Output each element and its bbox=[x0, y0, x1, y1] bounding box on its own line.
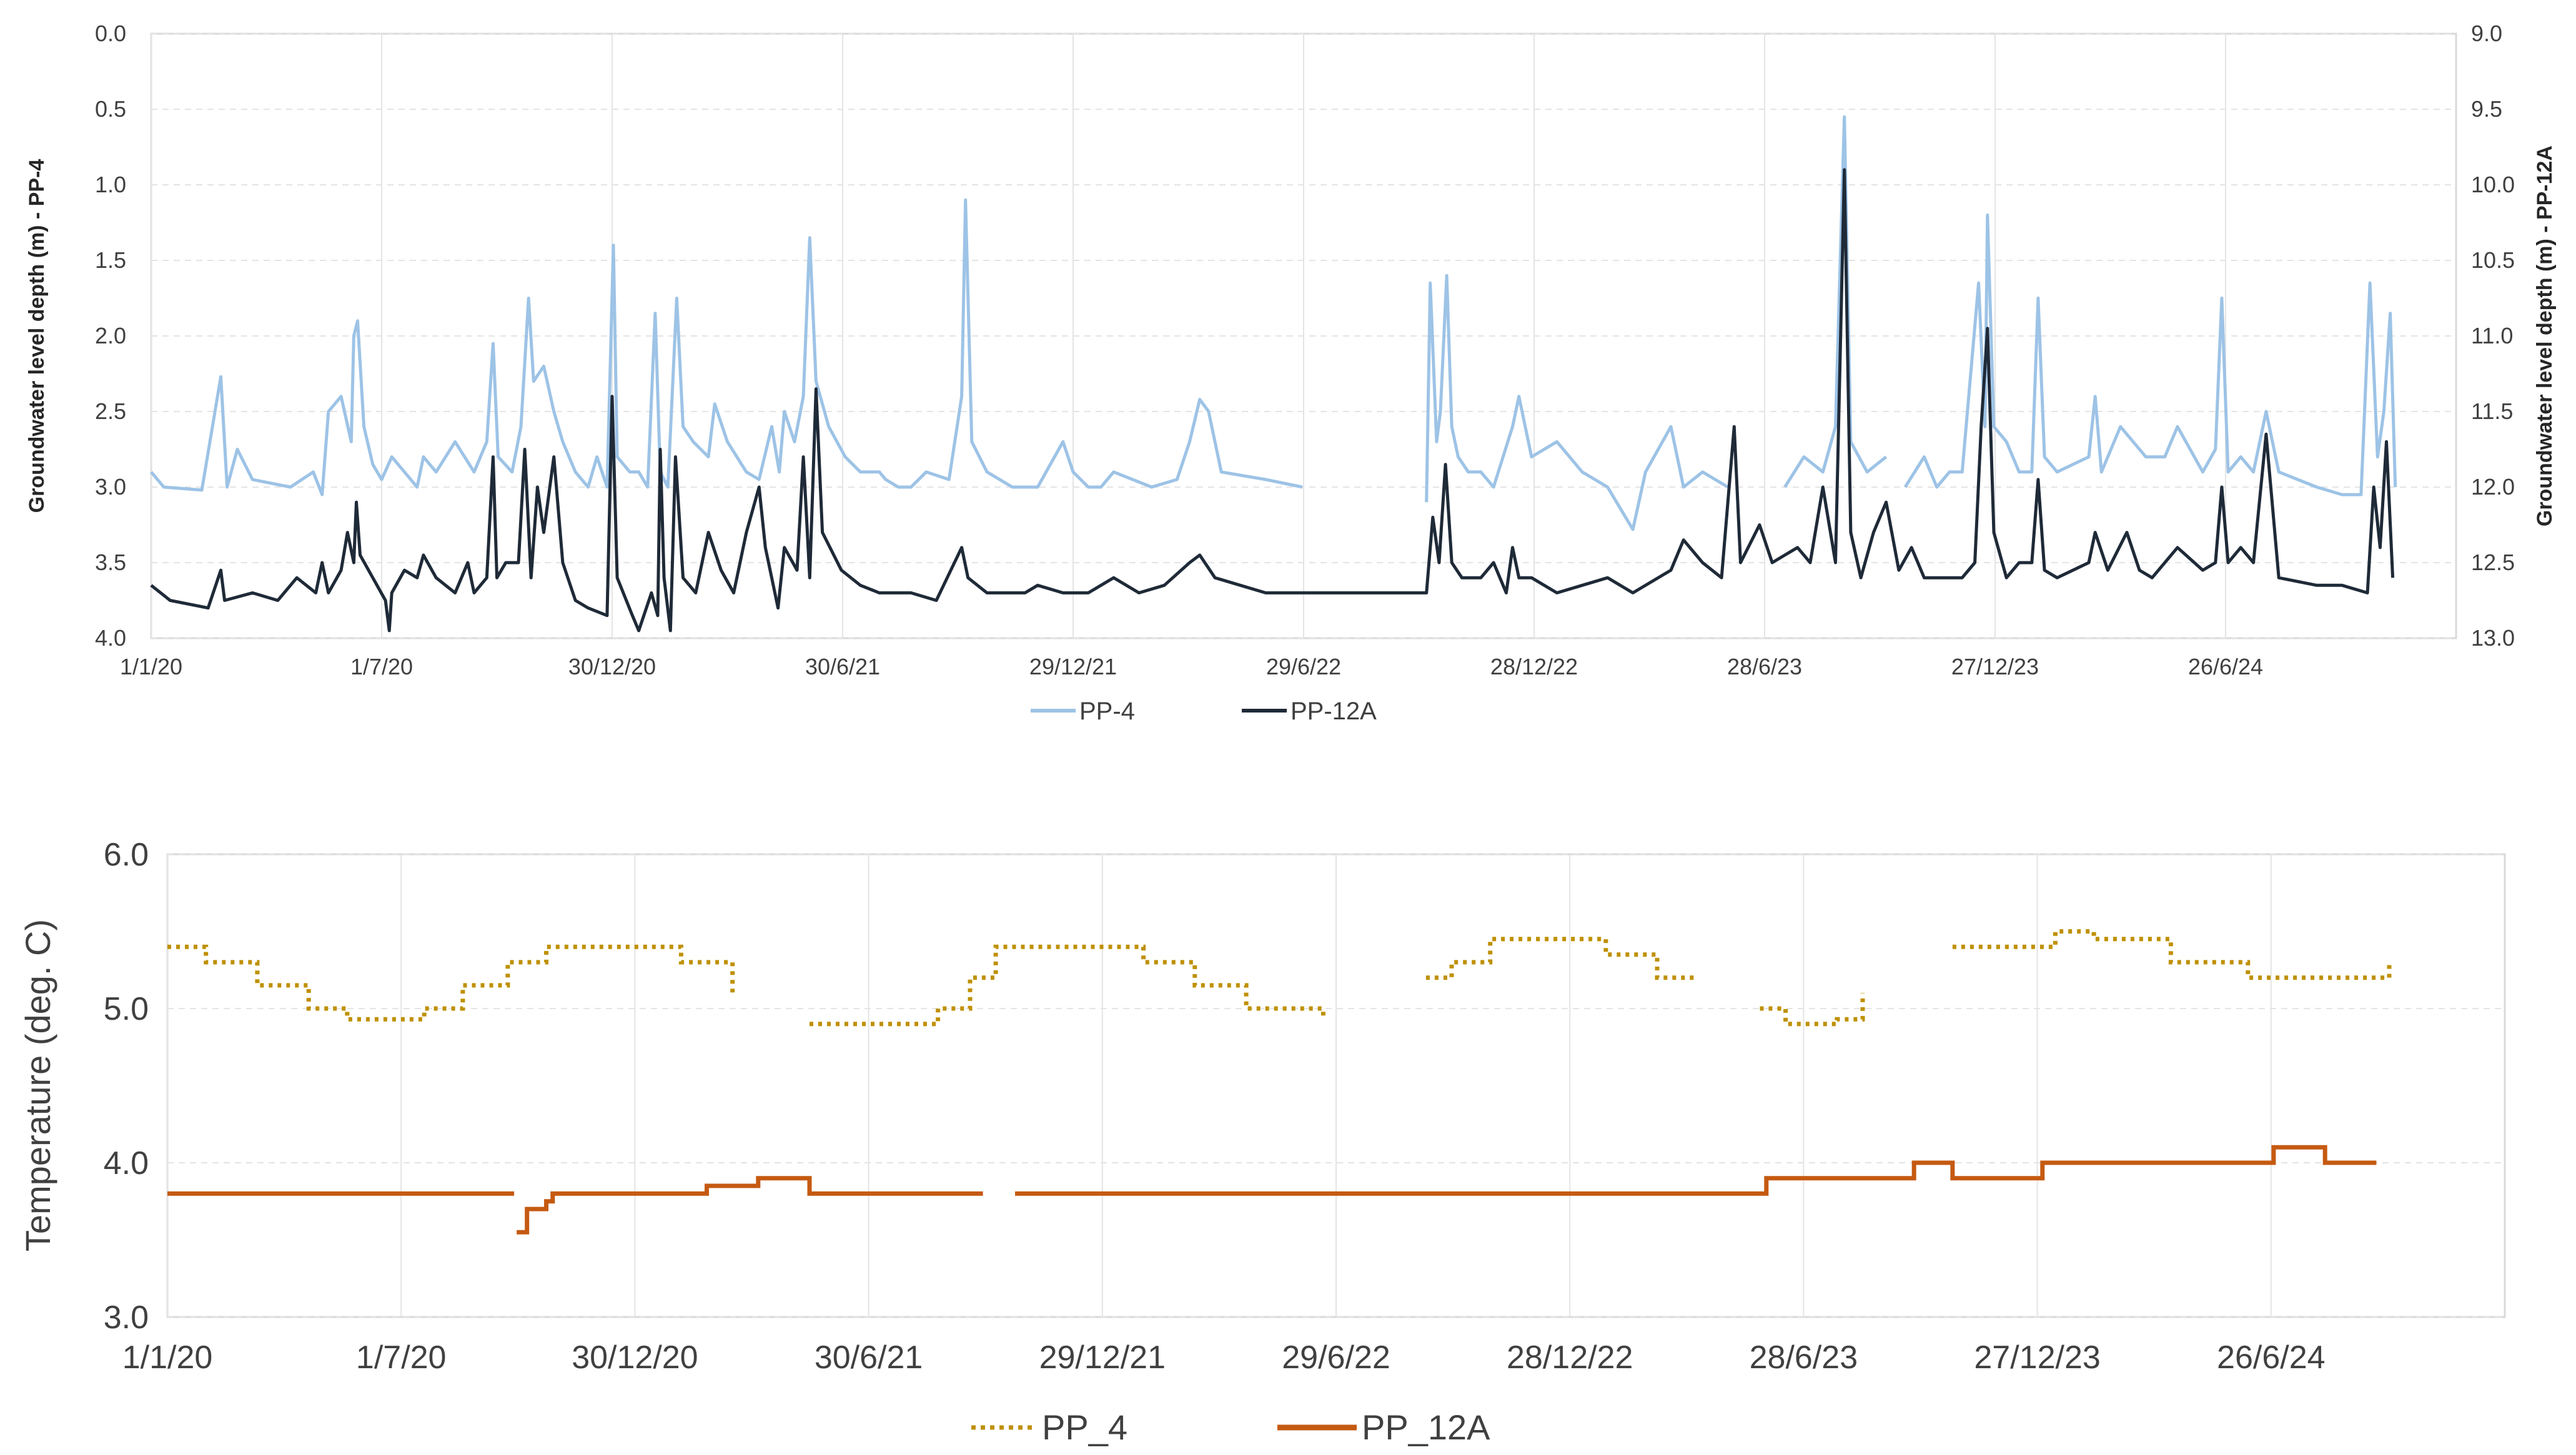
gridlines-top bbox=[151, 33, 2456, 639]
legend-label-pp_4: PP_4 bbox=[1042, 1408, 1127, 1447]
x-tick-label: 29/6/22 bbox=[1266, 654, 1341, 679]
x-tick-label: 1/7/20 bbox=[356, 1339, 447, 1376]
y-tick-label: 5.0 bbox=[104, 991, 149, 1027]
x-tick-label: 28/6/23 bbox=[1750, 1339, 1858, 1376]
x-tick-label: 1/1/20 bbox=[120, 654, 182, 679]
y-tick-label-right: 9.0 bbox=[2471, 21, 2502, 46]
y-ticks-left: 0.0 0.5 1.0 1.5 2.0 2.5 3.0 3.5 4.0 bbox=[95, 21, 126, 651]
legend-label-pp-12a: PP-12A bbox=[1290, 698, 1377, 725]
y-tick-label-left: 0.5 bbox=[95, 96, 126, 122]
y-tick-label-left: 1.5 bbox=[95, 247, 126, 273]
y-tick-label-right: 10.5 bbox=[2471, 247, 2515, 273]
y-tick-label-left: 1.0 bbox=[95, 172, 126, 197]
x-tick-label: 27/12/23 bbox=[1974, 1339, 2100, 1376]
y-tick-label-left: 3.5 bbox=[95, 550, 126, 575]
series-bottom bbox=[167, 929, 2392, 1235]
series-line-pp-4 bbox=[150, 115, 2397, 531]
x-tick-label: 30/6/21 bbox=[815, 1339, 923, 1376]
y-tick-label: 3.0 bbox=[104, 1300, 149, 1336]
y-tick-label-left: 3.0 bbox=[95, 474, 126, 500]
y-tick-label-right: 13.0 bbox=[2471, 625, 2515, 651]
x-tick-label: 29/12/21 bbox=[1029, 654, 1117, 679]
series-line-pp-4 bbox=[167, 929, 2392, 1027]
y-tick-label-right: 11.0 bbox=[2471, 323, 2513, 348]
y-ticks-right: 9.0 9.5 10.0 10.5 11.0 11.5 12.0 12.5 13.0 bbox=[2471, 21, 2515, 651]
y-axis-label-left: Groundwater level depth (m) - PP-4 bbox=[25, 159, 49, 513]
x-tick-label: 30/12/20 bbox=[572, 1339, 698, 1376]
series-line-pp-12a bbox=[150, 168, 2395, 633]
legend-top: PP-4 PP-12A bbox=[1031, 698, 1377, 725]
y-tick-label-right: 11.5 bbox=[2471, 398, 2513, 424]
x-tick-label: 26/6/24 bbox=[2217, 1339, 2326, 1376]
x-ticks-bottom: 1/1/20 1/7/20 30/12/20 30/6/21 29/12/21 29/6/… bbox=[122, 1339, 2326, 1376]
legend-label-pp-4: PP-4 bbox=[1079, 698, 1135, 725]
y-tick-label-right: 10.0 bbox=[2471, 172, 2515, 197]
y-tick-label-right: 12.5 bbox=[2471, 550, 2515, 575]
y-tick-label-left: 2.0 bbox=[95, 323, 126, 348]
chart-temperature: 3.0 4.0 5.0 6.0 1/1/20 1/7/20 30/12/20 30/6/21… bbox=[18, 837, 2506, 1447]
chart-groundwater: 0.0 0.5 1.0 1.5 2.0 2.5 3.0 3.5 4.0 9.0 9.5 10.0 10… bbox=[25, 21, 2557, 725]
y-tick-label: 4.0 bbox=[104, 1145, 149, 1181]
x-ticks-top: 1/1/20 1/7/20 30/12/20 30/6/21 29/12/21 29/6/… bbox=[120, 654, 2263, 679]
legend-bottom: PP_4 PP_12A bbox=[971, 1408, 1490, 1447]
y-tick-label-right: 9.5 bbox=[2471, 96, 2502, 122]
x-tick-label: 1/1/20 bbox=[122, 1339, 213, 1376]
x-tick-label: 28/6/23 bbox=[1727, 654, 1802, 679]
y-tick-label-right: 12.0 bbox=[2471, 474, 2515, 500]
x-tick-label: 1/7/20 bbox=[350, 654, 413, 679]
x-tick-label: 26/6/24 bbox=[2188, 654, 2263, 679]
x-tick-label: 28/12/22 bbox=[1490, 654, 1578, 679]
y-ticks-bottom: 3.0 4.0 5.0 6.0 bbox=[104, 837, 149, 1336]
x-tick-label: 28/12/22 bbox=[1507, 1339, 1633, 1376]
x-tick-label: 29/6/22 bbox=[1282, 1339, 1390, 1376]
y-tick-label-left: 0.0 bbox=[95, 21, 126, 46]
x-tick-label: 30/6/21 bbox=[805, 654, 880, 679]
y-tick-label: 6.0 bbox=[104, 837, 149, 873]
series-line-pp-12a bbox=[167, 1145, 2377, 1235]
x-tick-label: 30/12/20 bbox=[568, 654, 656, 679]
x-tick-label: 29/12/21 bbox=[1039, 1339, 1166, 1376]
series-top bbox=[150, 115, 2397, 633]
y-tick-label-left: 2.5 bbox=[95, 398, 126, 424]
y-tick-label-left: 4.0 bbox=[95, 625, 126, 651]
x-tick-label: 27/12/23 bbox=[1951, 654, 2039, 679]
y-axis-label-right: Groundwater level depth (m) - PP-12A bbox=[2533, 146, 2557, 526]
legend-label-pp_12a: PP_12A bbox=[1362, 1408, 1490, 1447]
y-axis-label-temperature: Temperature (deg. C) bbox=[18, 919, 57, 1251]
